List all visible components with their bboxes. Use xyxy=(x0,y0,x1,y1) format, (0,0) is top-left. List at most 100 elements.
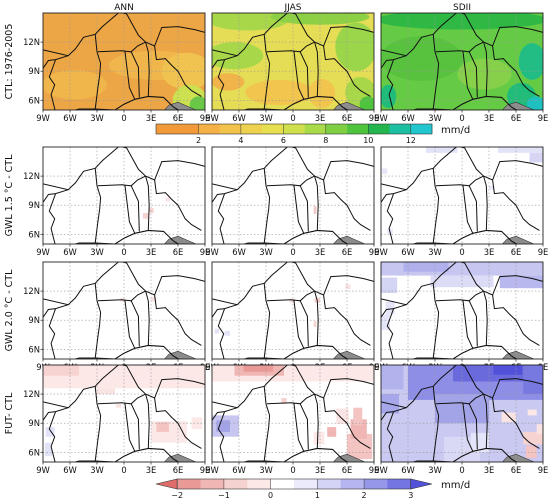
x-tick-label: 3E xyxy=(315,113,326,123)
colorbar-tick-label: −1 xyxy=(218,491,230,500)
country-border xyxy=(483,175,488,231)
x-tick-label: 6E xyxy=(173,247,184,257)
country-border xyxy=(124,402,136,452)
field-contour xyxy=(526,96,543,110)
country-border xyxy=(293,184,305,234)
x-tick-label: 3W xyxy=(90,465,104,475)
colorbar-frame xyxy=(155,123,433,135)
field-cell xyxy=(498,147,543,153)
country-border xyxy=(323,179,371,231)
x-tick-label: 0 xyxy=(459,465,464,475)
country-border xyxy=(432,34,440,110)
x-tick-label: 9W xyxy=(374,465,388,475)
x-tick-label: 3W xyxy=(428,113,442,123)
coastline xyxy=(212,344,349,359)
map-panel-r1-c1: 9W 6W 3W 0 3E 6E 9E 12N 9N 6N xyxy=(23,12,210,123)
country-border xyxy=(124,299,136,349)
country-border xyxy=(212,13,374,57)
colorbar-tick-label: 0 xyxy=(268,491,273,500)
country-border xyxy=(381,407,407,421)
y-tick-label: 12N xyxy=(23,286,40,296)
x-tick-label: 9E xyxy=(369,113,380,123)
country-border xyxy=(48,411,57,462)
country-border xyxy=(323,397,371,449)
coastline xyxy=(43,344,180,359)
country-border xyxy=(94,386,102,462)
country-border xyxy=(462,402,474,452)
country-border xyxy=(483,41,488,97)
colorbar-2: −2 −1 0 1 2 3 mm/d xyxy=(155,478,470,500)
country-border xyxy=(130,403,140,450)
field-cell xyxy=(336,408,349,425)
map-panel-r1-c2: 9W 6W 3W 0 3E 6E 9E xyxy=(205,12,380,123)
country-border xyxy=(468,300,478,347)
field-cell xyxy=(471,432,489,453)
country-border xyxy=(381,365,543,409)
country-border xyxy=(314,41,319,97)
colorbar-segment xyxy=(410,124,433,134)
x-tick-label: 0 xyxy=(121,113,126,123)
country-border xyxy=(386,411,395,462)
country-border xyxy=(483,290,488,346)
country-border xyxy=(263,34,271,110)
x-tick-label: 6W xyxy=(401,247,415,257)
row-label: FUT- CTL xyxy=(4,392,15,434)
x-tick-label: 9W xyxy=(374,247,388,257)
country-border xyxy=(299,300,309,347)
field-cell xyxy=(430,275,494,288)
field-cell xyxy=(403,262,449,272)
field-cell xyxy=(385,301,395,315)
colorbar-segment xyxy=(347,124,369,134)
x-tick-label: 9W xyxy=(205,247,219,257)
colorbar-segment xyxy=(283,124,305,134)
country-border xyxy=(130,300,140,347)
field-cell xyxy=(151,296,157,302)
panel-field xyxy=(381,262,543,359)
field-cell xyxy=(313,206,317,214)
coastline xyxy=(212,229,349,244)
field-cell xyxy=(243,365,274,372)
field-contour xyxy=(518,43,543,80)
country-border xyxy=(212,147,374,191)
colorbar-segment xyxy=(340,479,365,489)
country-border xyxy=(43,55,69,69)
x-tick-label: 6W xyxy=(401,465,415,475)
colorbar-segment xyxy=(240,124,263,134)
field-cell xyxy=(191,417,203,429)
y-tick-label: 6N xyxy=(28,447,40,457)
country-border xyxy=(145,41,150,97)
x-tick-label: 3E xyxy=(146,247,157,257)
country-border xyxy=(462,50,474,100)
field-cell xyxy=(281,398,287,404)
country-border xyxy=(492,397,540,449)
colorbar-segment xyxy=(177,479,201,489)
country-border xyxy=(263,386,271,462)
country-border xyxy=(432,386,440,462)
country-border xyxy=(492,179,540,231)
country-border xyxy=(145,290,150,346)
x-tick-label: 3E xyxy=(484,113,495,123)
country-border xyxy=(48,308,57,359)
country-border xyxy=(154,397,202,449)
x-tick-label: 3W xyxy=(428,465,442,475)
panel-field xyxy=(212,13,374,110)
colorbar-segment xyxy=(156,124,199,134)
y-tick-label: 12N xyxy=(23,171,40,181)
x-tick-label: 9W xyxy=(205,465,219,475)
field-cell xyxy=(115,403,122,408)
x-tick-label: 3E xyxy=(146,113,157,123)
coastline xyxy=(212,95,349,110)
field-cell xyxy=(529,152,543,163)
field-cell xyxy=(289,298,294,303)
x-tick-label: 3E xyxy=(315,247,326,257)
field-cell xyxy=(536,424,543,434)
panel-field xyxy=(212,147,374,244)
x-tick-label: 9E xyxy=(369,465,380,475)
country-border xyxy=(43,407,69,421)
x-tick-label: 9W xyxy=(36,465,50,475)
field-contour xyxy=(270,13,370,25)
country-border xyxy=(145,175,150,231)
coastline xyxy=(381,95,518,110)
country-border xyxy=(323,294,371,346)
country-border xyxy=(386,308,395,359)
